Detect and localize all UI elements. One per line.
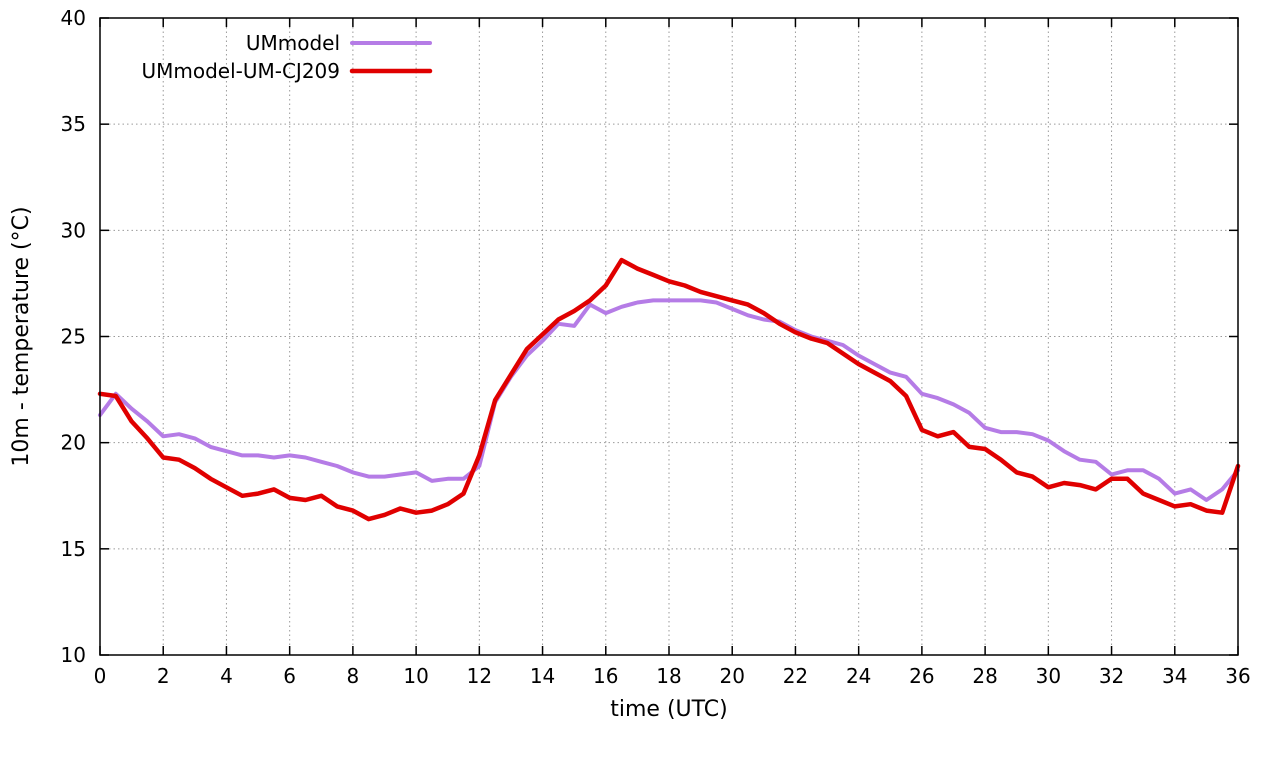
legend-label-UMmodel: UMmodel — [246, 31, 340, 55]
tick-labels: 0 2 4 6 8 10 12 14 16 18 20 22 24 26 28 30 32 34 361015202… — [61, 6, 1251, 688]
x-tick-label: 26 — [909, 664, 934, 688]
y-tick-label: 15 — [61, 537, 86, 561]
y-tick-label: 35 — [61, 112, 86, 136]
series-line-UMmodel — [98, 298, 1240, 502]
x-tick-label: 36 — [1225, 664, 1250, 688]
x-tick-label: 14 — [530, 664, 555, 688]
legend-label-UMmodel-UM-CJ209: UMmodel-UM-CJ209 — [141, 59, 340, 83]
x-axis-label: time (UTC) — [610, 697, 727, 722]
x-tick-label: 32 — [1099, 664, 1124, 688]
y-tick-label: 10 — [61, 643, 86, 667]
axis-ticks — [99, 17, 1239, 656]
grid-lines — [100, 18, 1238, 655]
series-line-UMmodel-UM-CJ209 — [97, 257, 1241, 522]
x-tick-label: 10 — [403, 664, 428, 688]
y-tick-label: 30 — [61, 218, 86, 242]
x-tick-label: 28 — [972, 664, 997, 688]
x-tick-label: 2 — [157, 664, 170, 688]
y-axis-label: 10m - temperature (°C) — [9, 206, 34, 466]
x-tick-label: 0 — [94, 664, 107, 688]
y-tick-label: 25 — [61, 325, 86, 349]
x-tick-label: 18 — [656, 664, 681, 688]
y-tick-label: 40 — [61, 6, 86, 30]
x-tick-label: 16 — [593, 664, 618, 688]
x-tick-label: 6 — [283, 664, 296, 688]
x-tick-label: 34 — [1162, 664, 1187, 688]
x-tick-label: 30 — [1036, 664, 1061, 688]
legend: UMmodel UMmodel-UM-CJ209 — [141, 31, 433, 83]
y-tick-label: 20 — [61, 431, 86, 455]
data-series — [97, 257, 1241, 522]
x-tick-label: 4 — [220, 664, 233, 688]
x-tick-label: 20 — [719, 664, 744, 688]
x-tick-label: 24 — [846, 664, 871, 688]
x-tick-label: 8 — [347, 664, 360, 688]
x-tick-label: 12 — [467, 664, 492, 688]
x-tick-label: 22 — [783, 664, 808, 688]
